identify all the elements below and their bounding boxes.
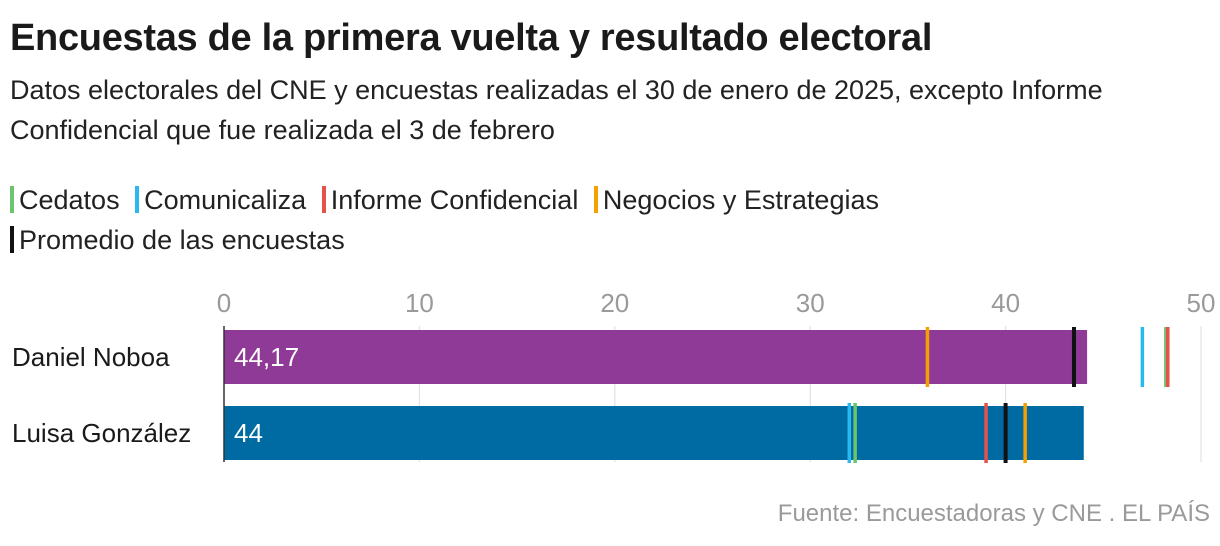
- chart-subtitle: Datos electorales del CNE y encuestas re…: [10, 75, 1103, 145]
- category-label: Daniel Noboa: [12, 342, 170, 372]
- legend-label: Negocios y Estrategias: [602, 185, 879, 215]
- legend-swatch: [593, 186, 598, 213]
- x-tick-label: 30: [796, 288, 825, 318]
- legend-swatch: [10, 226, 14, 253]
- legend-item: Cedatos: [10, 185, 120, 215]
- legend-item: Negocios y Estrategias: [593, 185, 879, 215]
- chart-title: Encuestas de la primera vuelta y resulta…: [10, 17, 933, 59]
- x-tick-label: 20: [600, 288, 629, 318]
- legend: Cedatos Comunicaliza Informe Confidencia…: [10, 180, 1215, 260]
- poll-marker: [853, 403, 857, 463]
- legend-item: Informe Confidencial: [321, 185, 579, 215]
- legend-swatch: [135, 186, 140, 213]
- legend-label: Promedio de las encuestas: [19, 225, 345, 255]
- x-tick-label: 10: [405, 288, 434, 318]
- bar: [224, 406, 1084, 460]
- x-tick-label: 0: [217, 288, 231, 318]
- category-label: Luisa González: [12, 418, 191, 448]
- legend-label: Comunicaliza: [144, 185, 307, 215]
- bar-value-label: 44: [234, 418, 263, 448]
- poll-marker: [1166, 327, 1170, 387]
- legend-label: Informe Confidencial: [330, 185, 579, 215]
- x-tick-label: 50: [1187, 288, 1216, 318]
- legend-label: Cedatos: [19, 185, 120, 215]
- legend-item: Comunicaliza: [135, 185, 306, 215]
- poll-marker: [1003, 403, 1008, 463]
- poll-marker: [1140, 327, 1145, 387]
- poll-marker: [1023, 403, 1027, 463]
- legend-item: Promedio de las encuestas: [10, 225, 345, 255]
- legend-swatch: [10, 186, 14, 213]
- poll-marker: [925, 327, 930, 387]
- poll-marker: [1071, 327, 1076, 387]
- poll-marker: [847, 403, 852, 463]
- bar-value-label: 44,17: [234, 342, 299, 372]
- bar: [224, 330, 1088, 384]
- legend-swatch: [321, 186, 326, 213]
- source-note: Fuente: Encuestadoras y CNE . EL PAÍS: [777, 500, 1210, 527]
- poll-marker: [1164, 327, 1168, 387]
- poll-marker: [984, 403, 988, 463]
- x-tick-label: 40: [991, 288, 1020, 318]
